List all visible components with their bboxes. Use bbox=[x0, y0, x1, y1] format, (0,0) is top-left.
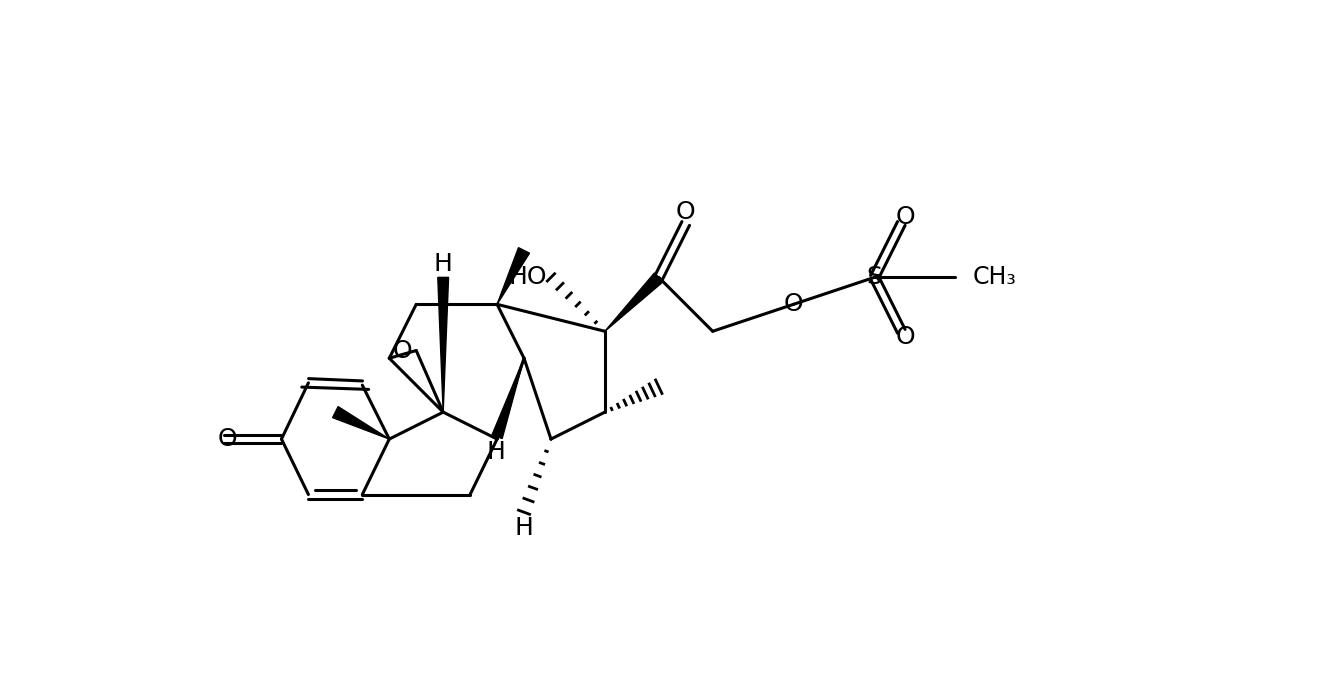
Text: CH₃: CH₃ bbox=[972, 266, 1016, 290]
Text: H: H bbox=[515, 515, 534, 539]
Text: O: O bbox=[392, 338, 413, 363]
Polygon shape bbox=[492, 358, 524, 438]
Polygon shape bbox=[438, 277, 449, 412]
Text: O: O bbox=[784, 292, 804, 316]
Text: O: O bbox=[895, 205, 915, 229]
Text: H: H bbox=[487, 440, 505, 464]
Text: O: O bbox=[218, 427, 238, 451]
Polygon shape bbox=[332, 407, 390, 439]
Polygon shape bbox=[605, 273, 663, 331]
Text: O: O bbox=[676, 200, 696, 224]
Text: S: S bbox=[867, 266, 882, 290]
Polygon shape bbox=[497, 248, 530, 304]
Text: H: H bbox=[434, 252, 453, 275]
Text: HO: HO bbox=[508, 266, 547, 290]
Text: O: O bbox=[895, 325, 915, 350]
